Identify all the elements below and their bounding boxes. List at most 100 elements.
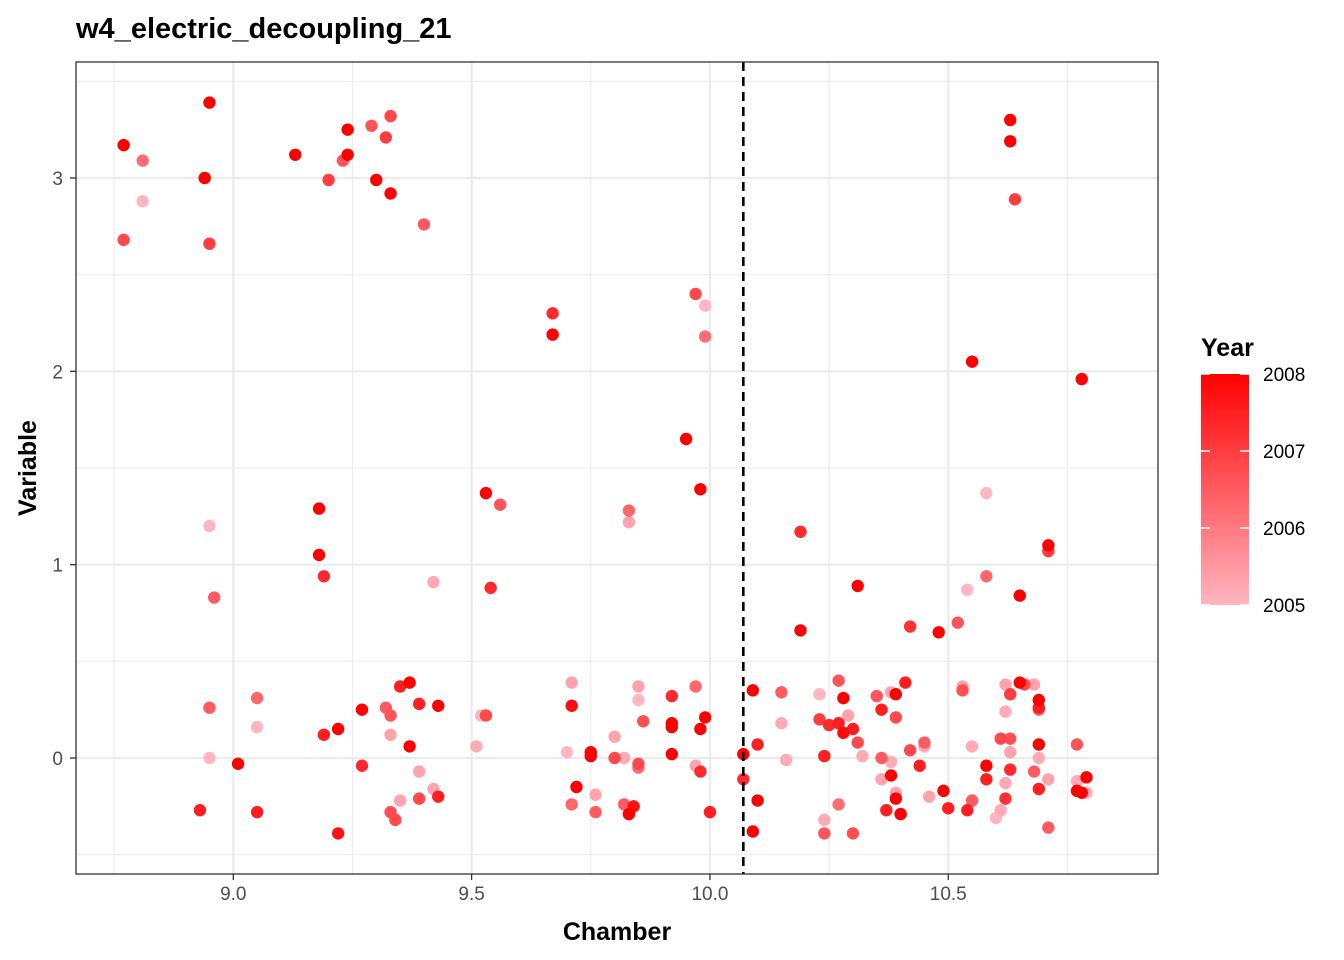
data-point <box>137 195 149 207</box>
data-point <box>566 700 578 712</box>
data-point <box>389 814 401 826</box>
data-point <box>1004 135 1016 147</box>
data-point <box>704 806 716 818</box>
data-point <box>608 752 620 764</box>
data-point <box>942 802 954 814</box>
data-point <box>666 721 678 733</box>
data-point <box>933 626 945 638</box>
data-point <box>980 760 992 772</box>
data-point <box>956 684 968 696</box>
data-point <box>890 792 902 804</box>
data-point <box>885 769 897 781</box>
data-point <box>632 694 644 706</box>
data-point <box>203 96 215 108</box>
data-point <box>694 765 706 777</box>
data-point <box>1042 539 1054 551</box>
data-point <box>952 616 964 628</box>
x-tick-label: 9.5 <box>458 884 484 905</box>
data-point <box>322 174 334 186</box>
data-point <box>1004 688 1016 700</box>
legend-label: 2006 <box>1263 519 1305 540</box>
data-point <box>1009 193 1021 205</box>
data-point <box>403 676 415 688</box>
data-point <box>961 584 973 596</box>
data-point <box>832 674 844 686</box>
data-point <box>1080 771 1092 783</box>
data-point <box>1042 773 1054 785</box>
data-point <box>980 487 992 499</box>
data-point <box>995 732 1007 744</box>
data-point <box>1076 373 1088 385</box>
data-point <box>852 736 864 748</box>
data-point <box>890 688 902 700</box>
data-point <box>1004 114 1016 126</box>
data-point <box>995 804 1007 816</box>
y-axis: 0123 <box>52 169 76 770</box>
data-point <box>318 570 330 582</box>
data-point <box>432 790 444 802</box>
data-point <box>999 777 1011 789</box>
data-point <box>871 690 883 702</box>
data-point <box>585 750 597 762</box>
data-point <box>875 703 887 715</box>
data-point <box>837 727 849 739</box>
data-point <box>1033 694 1045 706</box>
data-point <box>666 690 678 702</box>
data-point <box>937 785 949 797</box>
data-point <box>384 110 396 122</box>
data-point <box>341 123 353 135</box>
y-tick-label: 0 <box>52 749 63 770</box>
data-point <box>794 526 806 538</box>
data-point <box>680 433 692 445</box>
data-point <box>904 620 916 632</box>
data-point <box>623 808 635 820</box>
data-point <box>1033 752 1045 764</box>
y-tick-label: 3 <box>52 169 63 190</box>
data-point <box>1033 738 1045 750</box>
data-point <box>890 711 902 723</box>
data-point <box>623 504 635 516</box>
data-point <box>589 789 601 801</box>
data-point <box>966 355 978 367</box>
data-point <box>198 172 210 184</box>
data-point <box>546 328 558 340</box>
data-point <box>332 723 344 735</box>
data-point <box>699 711 711 723</box>
data-point <box>980 773 992 785</box>
data-point <box>289 149 301 161</box>
data-point <box>117 234 129 246</box>
data-point <box>856 750 868 762</box>
data-point <box>203 752 215 764</box>
x-axis: 9.0 9.5 10.0 10.5 <box>220 874 967 905</box>
data-point <box>232 758 244 770</box>
data-point <box>365 120 377 132</box>
data-point <box>980 570 992 582</box>
data-point <box>494 499 506 511</box>
data-point <box>566 798 578 810</box>
data-point <box>432 700 444 712</box>
data-point <box>666 748 678 760</box>
data-point <box>566 676 578 688</box>
data-point <box>1014 676 1026 688</box>
data-point <box>341 149 353 161</box>
color-legend: Year 2005 2006 2007 2008 <box>1201 334 1305 617</box>
y-tick-label: 1 <box>52 556 63 577</box>
data-point <box>203 702 215 714</box>
legend-label: 2005 <box>1263 596 1305 617</box>
data-point <box>251 721 263 733</box>
legend-title: Year <box>1201 334 1254 362</box>
data-point <box>427 576 439 588</box>
data-point <box>813 688 825 700</box>
data-point <box>1028 765 1040 777</box>
data-point <box>203 238 215 250</box>
data-point <box>999 792 1011 804</box>
data-point <box>632 758 644 770</box>
data-point <box>847 827 859 839</box>
x-axis-label: Chamber <box>563 918 672 946</box>
data-point <box>918 736 930 748</box>
data-point <box>623 516 635 528</box>
data-point <box>589 806 601 818</box>
data-point <box>818 814 830 826</box>
data-point <box>403 740 415 752</box>
